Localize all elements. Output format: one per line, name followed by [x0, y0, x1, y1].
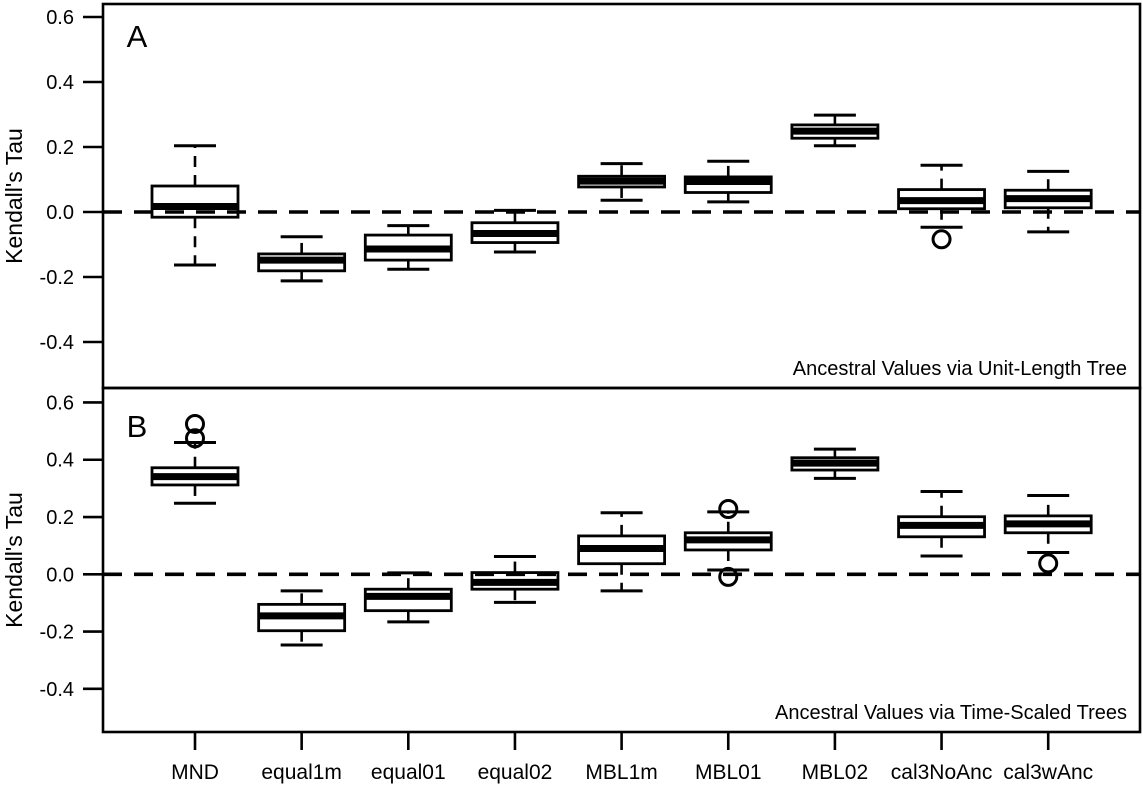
box-MND [150, 184, 240, 219]
outlier-MND [185, 428, 205, 449]
x-category-label: MBL01 [695, 761, 762, 784]
y-tick-label: 0.4 [46, 72, 74, 94]
y-tick-label: -0.2 [40, 622, 74, 644]
box-equal01 [363, 587, 453, 613]
y-tick-label: 0.4 [46, 450, 74, 472]
outlier-MBL01 [718, 566, 739, 587]
x-category-label: MND [171, 761, 219, 784]
outlier-MND [185, 413, 205, 434]
y-tick-label: -0.2 [40, 267, 74, 289]
y-tick-label: -0.4 [40, 679, 74, 701]
panel-letter-B: B [127, 409, 148, 444]
outlier-cal3NoAnc [931, 229, 952, 250]
y-tick-label: 0.2 [46, 507, 74, 529]
outlier-MBL01 [718, 499, 739, 520]
x-category-label: equal02 [478, 761, 553, 784]
y-axis-title-B: Kendall's Tau [1, 492, 27, 628]
x-category-label: MBL02 [802, 761, 869, 784]
y-tick-label: 0.0 [46, 564, 74, 586]
y-tick-label: 0.6 [46, 392, 74, 414]
y-tick-label: 0.0 [46, 202, 74, 224]
y-tick-label: 0.6 [46, 7, 74, 29]
x-category-label: MBL1m [585, 761, 657, 784]
x-category-label: equal01 [371, 761, 446, 784]
x-category-label: cal3wAnc [1003, 761, 1093, 784]
y-tick-label: -0.4 [40, 332, 74, 354]
y-tick-label: 0.2 [46, 137, 74, 159]
panel-annotation-A: Ancestral Values via Unit-Length Tree [793, 358, 1127, 380]
panel-annotation-B: Ancestral Values via Time-Scaled Trees [775, 702, 1127, 724]
x-category-label: equal1m [261, 761, 342, 784]
y-axis-title-A: Kendall's Tau [1, 128, 27, 264]
outlier-cal3wAnc [1038, 553, 1059, 574]
panel-letter-A: A [127, 19, 148, 54]
x-category-label: cal3NoAnc [891, 761, 993, 784]
